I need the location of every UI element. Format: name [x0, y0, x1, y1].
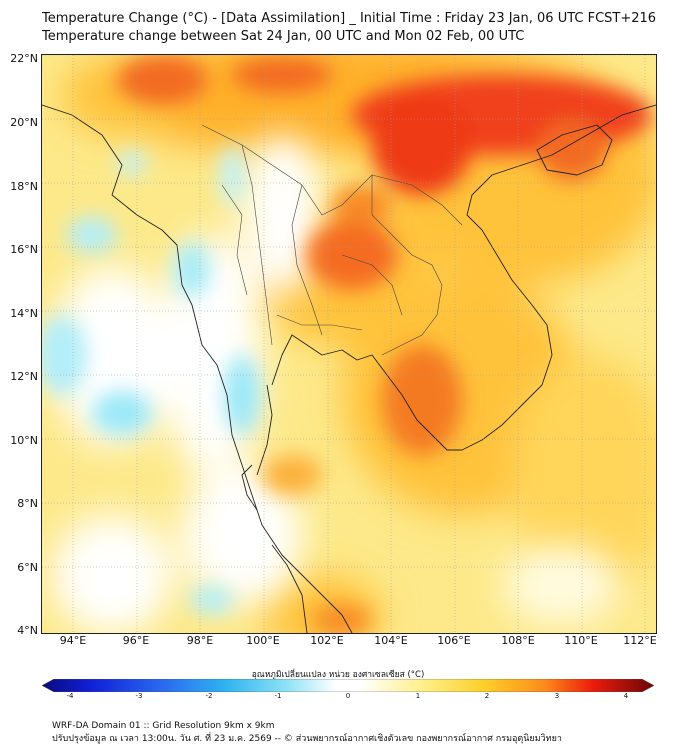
footer-model-info: WRF-DA Domain 01 :: Grid Resolution 9km … — [52, 721, 275, 731]
colorbar-tick: 2 — [484, 692, 490, 700]
colorbar-tick: 0 — [345, 692, 351, 700]
lat-label-14n: 14°N — [10, 307, 38, 320]
graticule — [42, 55, 656, 633]
colorbar-tick: -3 — [135, 692, 143, 700]
lat-label-18n: 18°N — [10, 180, 38, 193]
chart-subtitle: Temperature change between Sat 24 Jan, 0… — [42, 29, 525, 44]
lon-label-110e: 110°E — [564, 634, 598, 647]
lon-label-112e: 112°E — [623, 634, 657, 647]
colorbar-tick: 1 — [415, 692, 421, 700]
footer: WRF-DA Domain 01 :: Grid Resolution 9km … — [52, 720, 562, 746]
chart-title: Temperature Change (°C) - [Data Assimila… — [42, 11, 657, 26]
colorbar-tick: -2 — [205, 692, 213, 700]
lat-label-8n: 8°N — [17, 497, 38, 510]
lon-label-106e: 106°E — [437, 634, 471, 647]
lon-label-100e: 100°E — [246, 634, 280, 647]
lon-label-96e: 96°E — [122, 634, 150, 647]
colorbar-title: อุณหภูมิเปลี่ยนแปลง หน่วย องศาเซลเซียส (… — [251, 670, 425, 680]
colorbar — [42, 679, 654, 692]
colorbar-tick: 3 — [554, 692, 560, 700]
lon-label-102e: 102°E — [310, 634, 344, 647]
colorbar-tick: 4 — [623, 692, 629, 700]
footer-update-info: ปรับปรุงข้อมูล ณ เวลา 13:00น. วัน ศ. ที่… — [52, 734, 562, 744]
field-cool-layer — [52, 135, 622, 633]
lat-label-6n: 6°N — [17, 561, 38, 574]
lat-label-22n: 22°N — [10, 52, 38, 65]
field-hot-spots — [117, 55, 652, 633]
temperature-change-map[interactable] — [41, 54, 657, 634]
lat-label-20n: 20°N — [10, 116, 38, 129]
colorbar-tick: -4 — [66, 692, 74, 700]
lat-label-16n: 16°N — [10, 243, 38, 256]
map-canvas — [42, 55, 656, 633]
chart-title-block: Temperature Change (°C) - [Data Assimila… — [42, 10, 656, 46]
lon-label-94e: 94°E — [59, 634, 87, 647]
colorbar-gradient — [42, 679, 654, 692]
lon-label-98e: 98°E — [186, 634, 214, 647]
colorbar-tick: -1 — [274, 692, 282, 700]
lat-label-10n: 10°N — [10, 434, 38, 447]
lon-label-108e: 108°E — [501, 634, 535, 647]
lat-label-4n: 4°N — [17, 624, 38, 637]
lon-label-104e: 104°E — [374, 634, 408, 647]
country-borders — [201, 124, 463, 356]
lat-label-12n: 12°N — [10, 370, 38, 383]
coastlines — [42, 104, 656, 633]
